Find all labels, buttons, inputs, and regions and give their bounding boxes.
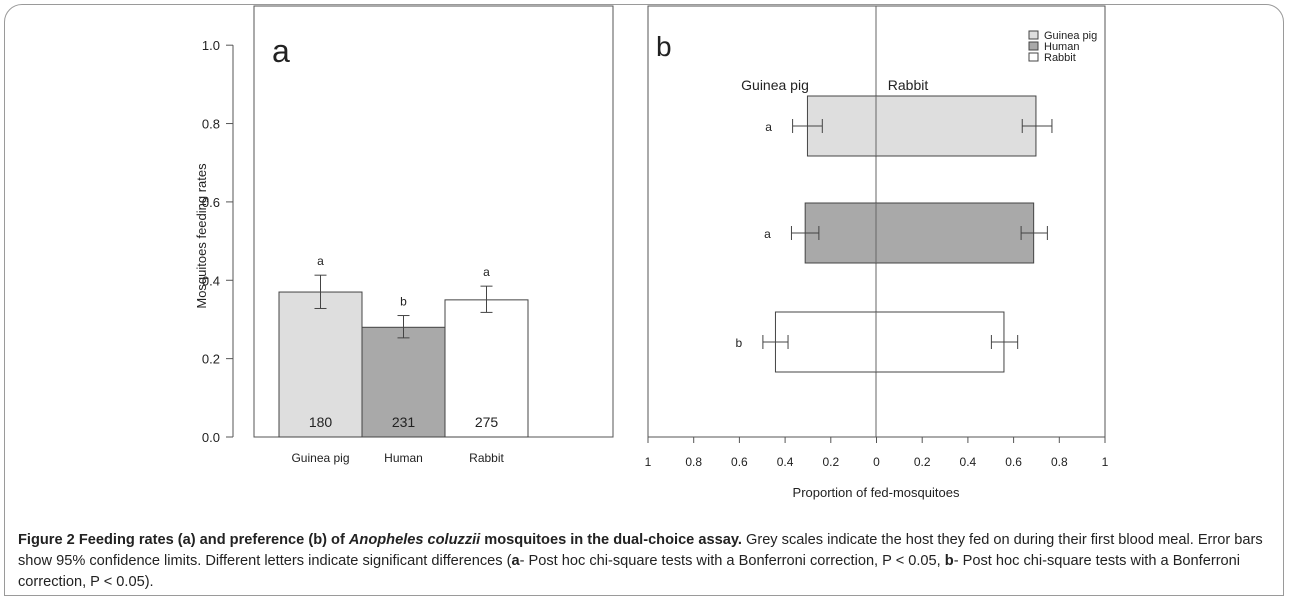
panel-b-x-tick-label: 0.4 — [777, 455, 794, 469]
panel-b-x-axis-label: Proportion of fed-mosquitoes — [793, 485, 960, 500]
panel-b-legend-label: Guinea pig — [1044, 30, 1097, 42]
panel-b-bar — [774, 311, 1005, 373]
panel-a-bars: a 180 b 231 a 275 — [278, 254, 529, 438]
caption-title-part2: mosquitoes in the dual-choice assay. — [480, 532, 742, 548]
panel-b-x-tick-label: 0 — [873, 455, 880, 469]
panel-b-label: b — [656, 31, 672, 62]
panel-a-x-tick-label: Human — [384, 451, 423, 465]
panel-b-legend-label: Human — [1044, 41, 1079, 53]
panel-b-right-side-label: Rabbit — [888, 77, 929, 93]
panel-b-legend-swatch — [1028, 41, 1039, 51]
caption-body-part3: - Post hoc chi-square tests with a Bonfe… — [18, 553, 1241, 590]
panel-a-y-tick-label: 0.0 — [202, 430, 220, 445]
caption-title-part1: Feeding rates (a) and preference (b) of — [78, 532, 349, 548]
panel-b-x-tick-label: 1 — [1102, 455, 1109, 469]
panel-a-label: a — [272, 33, 290, 69]
panel-b-x-tick-label: 0.6 — [1005, 455, 1022, 469]
panel-a-y-tick-label: 0.8 — [202, 117, 220, 132]
panel-a-y-axis-label: Mosquitoes feeding rates — [194, 163, 209, 309]
panel-a-y-tick-label: 0.2 — [202, 352, 220, 367]
caption-figure-label: Figure 2 — [18, 532, 75, 548]
panel-b-legend-swatch — [1028, 52, 1039, 62]
figure-canvas: a 0.0 0.2 0.4 0.6 0.8 1.0 a 180 b 231 a 275 Guinea… — [194, 5, 1109, 500]
panel-b-bar — [804, 202, 1035, 264]
panel-b-x-tick-label: 0.2 — [822, 455, 839, 469]
caption-body-part1: Grey scales indicate the host they fed o… — [18, 532, 1263, 569]
panel-b: b Guinea pig Rabbit Guinea pigHumanRabbi… — [645, 5, 1109, 500]
panel-a-y-axis: 0.0 0.2 0.4 0.6 0.8 1.0 — [202, 38, 234, 445]
panel-a-group-letter: a — [317, 254, 324, 268]
panel-b-x-axis: 1 0.8 0.6 0.4 0.2 0 0.2 0.4 0.6 0.8 1 — [645, 436, 1109, 469]
panel-b-x-tick-label: 0.8 — [685, 455, 702, 469]
caption-body-part2: - Post hoc chi-square tests with a Bonfe… — [519, 553, 945, 569]
panel-b-group-letter: a — [765, 120, 772, 134]
panel-a-group-letter: b — [400, 295, 407, 309]
panel-b-x-tick-label: 0.6 — [731, 455, 748, 469]
panel-a-x-axis: Guinea pig Human Rabbit — [291, 451, 504, 465]
panel-b-bar — [806, 95, 1037, 157]
panel-a-y-tick-label: 0.6 — [202, 195, 220, 210]
panel-b-group-letter: a — [764, 227, 771, 241]
panel-b-legend-swatch — [1028, 30, 1039, 40]
caption-species: Anopheles coluzzii — [348, 532, 481, 548]
figure-caption: Figure 2 Feeding rates (a) and preferenc… — [18, 530, 1273, 593]
panel-a-group-letter: a — [483, 265, 490, 279]
figure-frame — [4, 4, 1284, 596]
panel-a-bar — [278, 291, 363, 438]
panel-a-y-tick-label: 0.4 — [202, 273, 220, 288]
panel-b-legend-label: Rabbit — [1044, 52, 1076, 64]
panel-a-x-tick-label: Guinea pig — [291, 451, 349, 465]
panel-b-x-tick-label: 0.2 — [914, 455, 931, 469]
panel-a-sample-size: 180 — [309, 414, 333, 430]
panel-a-bar — [444, 299, 529, 438]
panel-b-left-side-label: Guinea pig — [741, 77, 809, 93]
panel-a-sample-size: 275 — [475, 414, 499, 430]
panel-a-y-tick-label: 1.0 — [202, 38, 220, 53]
panel-a-sample-size: 231 — [392, 414, 416, 430]
panel-b-x-tick-label: 0.4 — [960, 455, 977, 469]
panel-b-bars: a a b — [736, 6, 1053, 437]
caption-marker-a: a — [511, 553, 520, 569]
panel-b-x-tick-label: 0.8 — [1051, 455, 1068, 469]
caption-marker-b: b — [944, 553, 954, 569]
panel-a-x-tick-label: Rabbit — [469, 451, 504, 465]
caption-title: Figure 2 Feeding rates (a) and preferenc… — [18, 532, 742, 548]
panel-a: a 0.0 0.2 0.4 0.6 0.8 1.0 a 180 b 231 a 275 Guinea… — [194, 5, 614, 465]
panel-b-group-letter: b — [736, 336, 743, 350]
panel-b-x-tick-label: 1 — [645, 455, 652, 469]
